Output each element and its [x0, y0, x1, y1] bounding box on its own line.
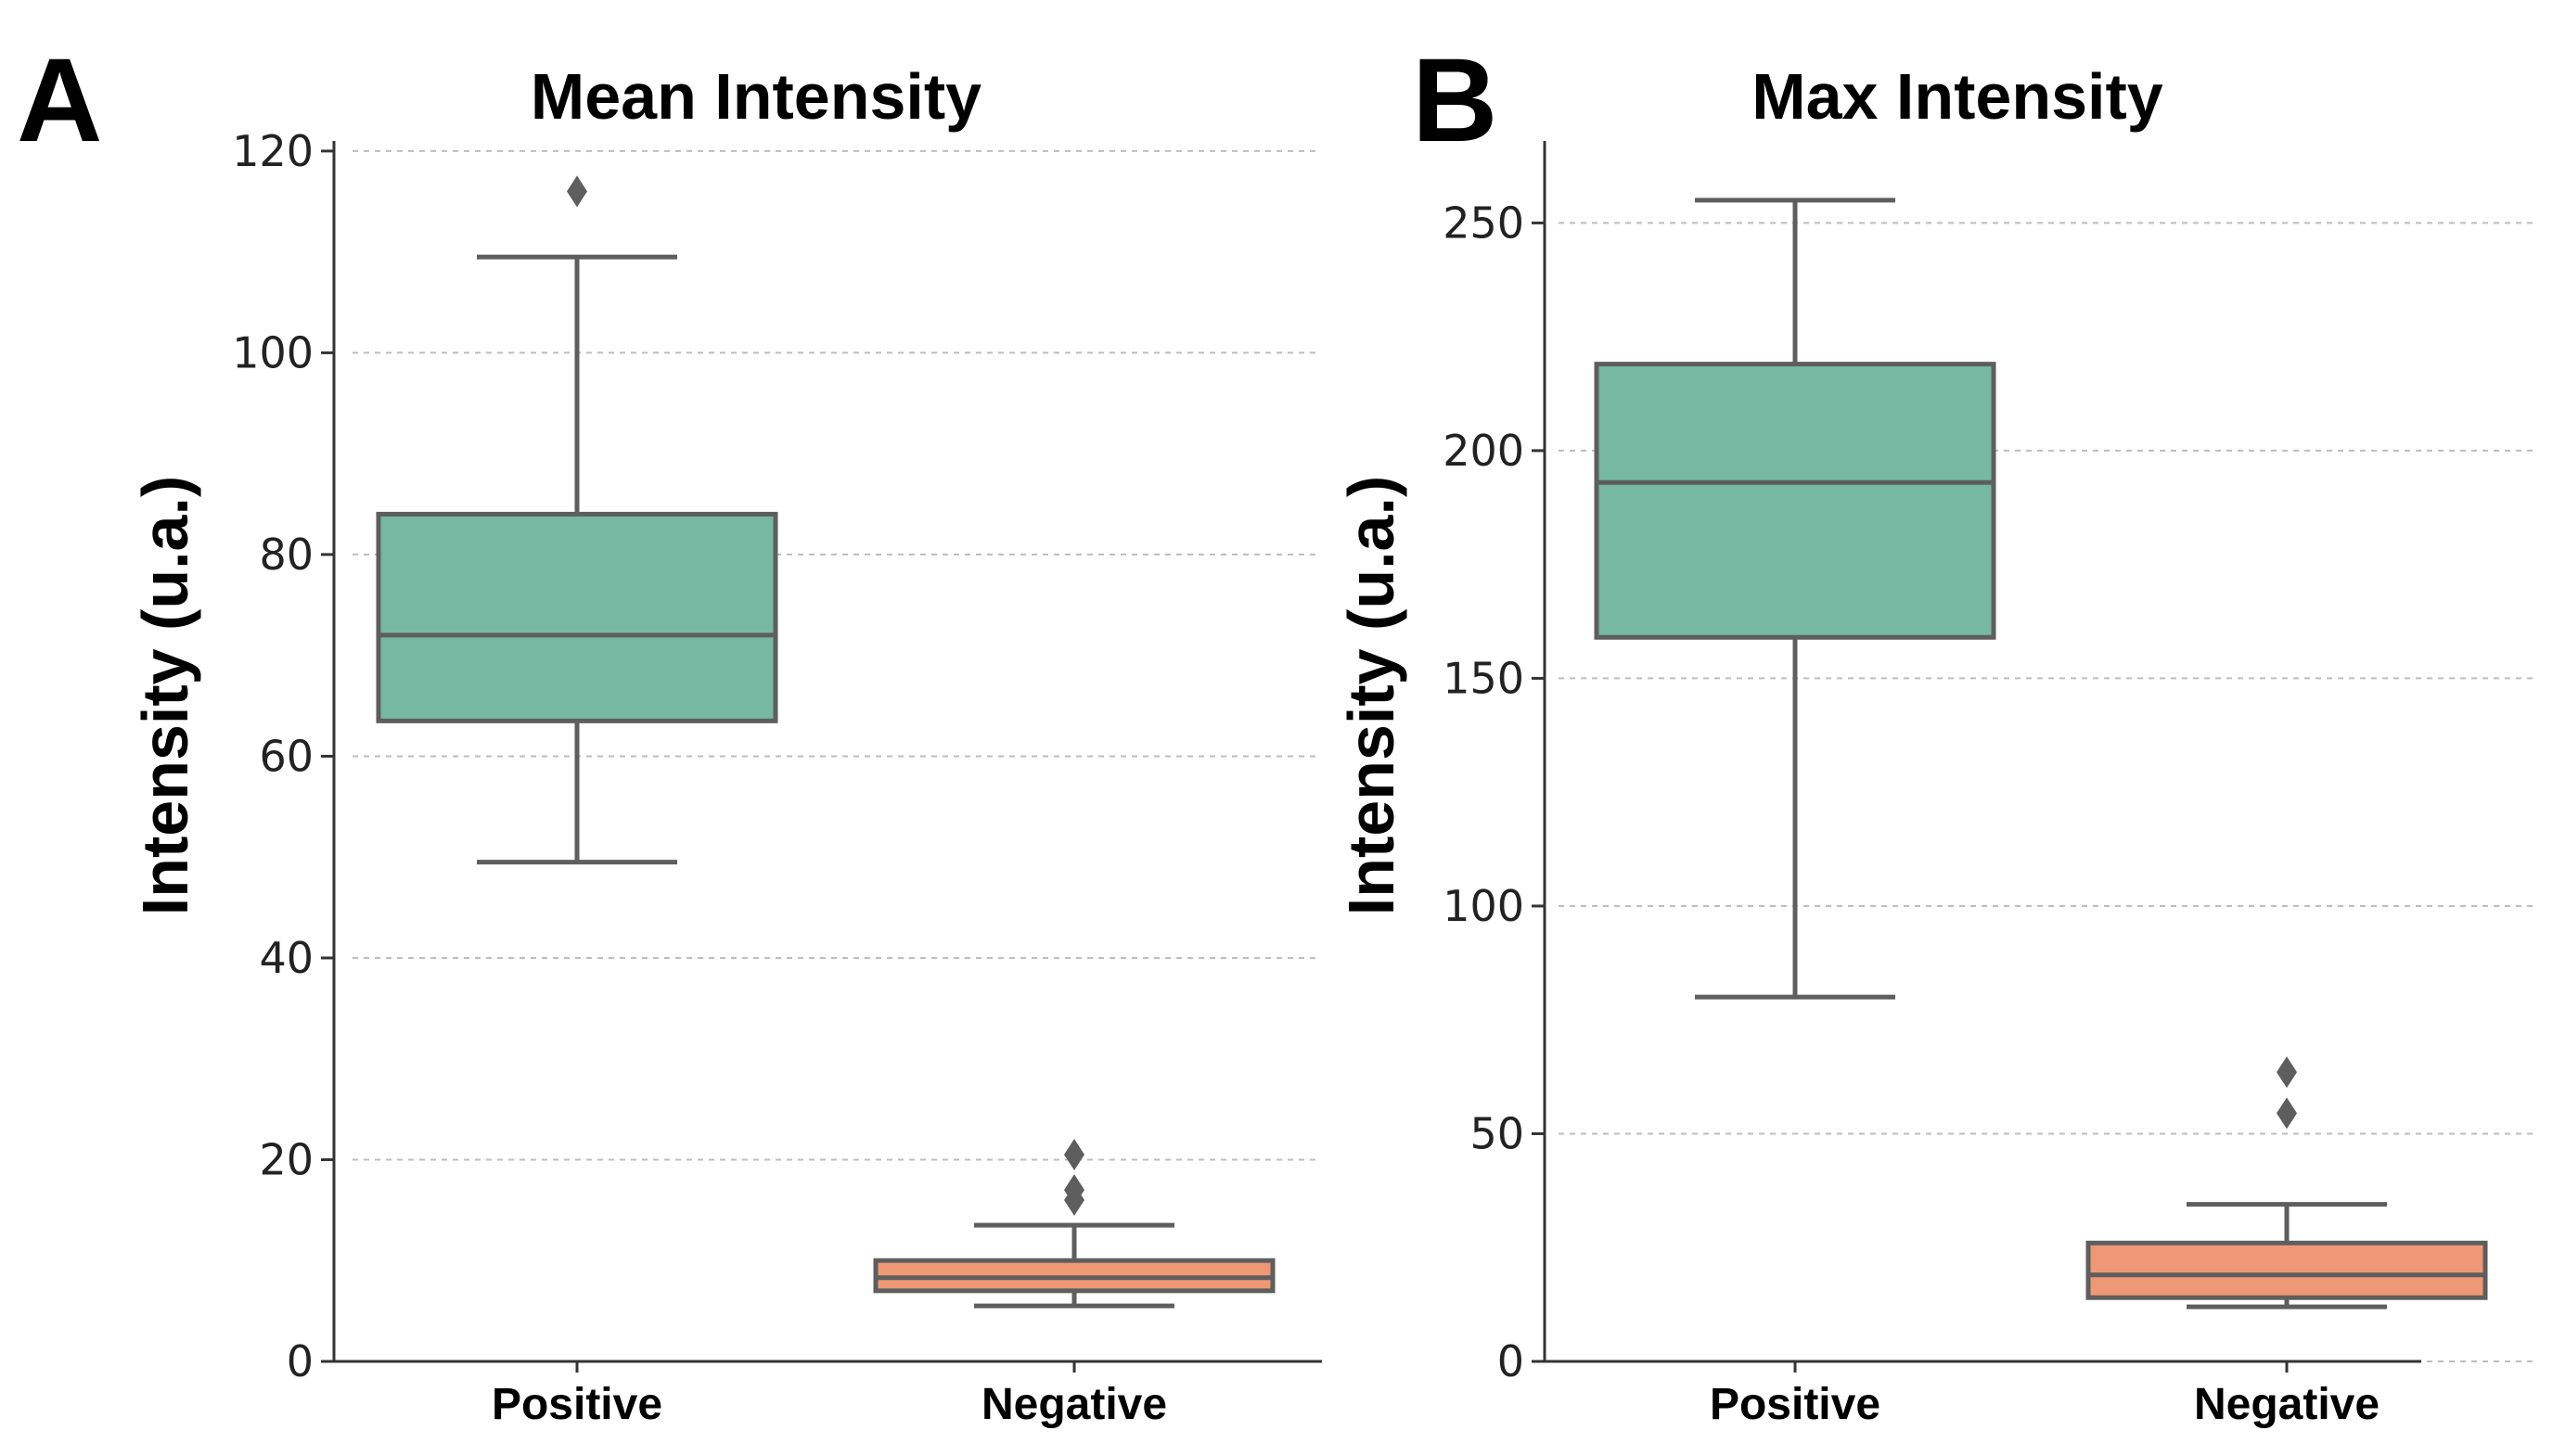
- x-category-label-positive: Positive: [492, 1380, 662, 1429]
- y-tick-label: 50: [1469, 1108, 1524, 1158]
- chart-title-mean-intensity: Mean Intensity: [531, 60, 981, 133]
- boxes-panel-a: [376, 175, 1276, 1309]
- y-tick-label: 0: [1497, 1336, 1524, 1386]
- panel-b-max-intensity: B Max Intensity Intensity (u.a.) 0 50 100 1…: [1335, 34, 2533, 1429]
- outlier-point: [1064, 1139, 1084, 1171]
- panel-letter-b: B: [1412, 34, 1497, 167]
- y-tick-label: 100: [232, 327, 314, 377]
- y-axis-label-panel-b: Intensity (u.a.): [1335, 476, 1407, 915]
- x-category-label-positive: Positive: [1710, 1380, 1880, 1429]
- chart-title-max-intensity: Max Intensity: [1751, 60, 2163, 133]
- outlier-point: [1064, 1174, 1084, 1207]
- x-category-label-negative: Negative: [981, 1380, 1167, 1429]
- y-tick-label: 20: [259, 1134, 314, 1184]
- iqr-box: [1594, 362, 1996, 640]
- box-negative: [2085, 1056, 2488, 1309]
- y-tick-label: 150: [1443, 653, 1524, 703]
- x-category-label-negative: Negative: [2194, 1380, 2380, 1429]
- y-tick-label: 250: [1443, 198, 1524, 248]
- y-tick-label: 40: [259, 933, 314, 983]
- y-tick-label: 60: [259, 731, 314, 781]
- iqr-box: [2085, 1240, 2488, 1300]
- outlier-point: [2277, 1056, 2297, 1089]
- boxes-panel-b: [1594, 198, 2488, 1309]
- axes-panel-a: 0 20 40 60 80 100 120 Positive Negative: [232, 126, 1322, 1429]
- outlier-point: [567, 175, 587, 208]
- y-tick-label: 100: [1443, 881, 1524, 931]
- panel-a-mean-intensity: A Mean Intensity Intensity (u.a.) 0 20 40 6…: [17, 34, 1322, 1429]
- panel-letter-a: A: [17, 34, 102, 167]
- y-tick-label: 120: [232, 126, 314, 176]
- y-axis-label-panel-a: Intensity (u.a.): [129, 476, 201, 915]
- iqr-box: [376, 511, 778, 723]
- outlier-point: [2277, 1097, 2297, 1130]
- box-positive: [1594, 198, 1996, 1000]
- y-tick-label: 200: [1443, 426, 1524, 476]
- box-positive: [376, 175, 778, 865]
- axes-panel-b: 0 50 100 150 200 250 Positive Negative: [1443, 141, 2421, 1429]
- gridlines-panel-a: [353, 149, 1317, 1362]
- y-tick-label: 80: [259, 530, 314, 580]
- y-tick-label: 0: [287, 1336, 314, 1386]
- box-negative: [873, 1139, 1276, 1309]
